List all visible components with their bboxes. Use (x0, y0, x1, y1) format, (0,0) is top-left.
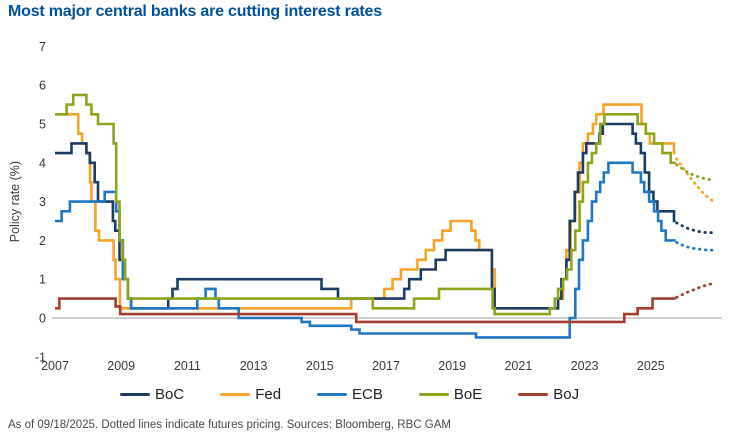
y-tick-label: 0 (39, 312, 46, 326)
page-title: Most major central banks are cutting int… (8, 3, 382, 20)
series-line-ecb (55, 161, 676, 339)
legend-swatch-boe (418, 392, 449, 397)
legend-item-boe: BoE (418, 386, 483, 403)
x-tick-label: 2013 (240, 359, 268, 373)
legend-label-boj: BoJ (553, 386, 580, 403)
series-line-boc (55, 122, 676, 310)
legend-swatch-boj (518, 392, 549, 397)
y-tick-label: 2 (39, 234, 46, 248)
legend-label-boc: BoC (155, 386, 185, 403)
legend-swatch-fed (220, 392, 251, 397)
legend-item-boc: BoC (120, 386, 184, 403)
legend-swatch-boc (120, 392, 150, 397)
series-futures-dotted-boj (675, 281, 716, 299)
x-tick-label: 2017 (372, 359, 400, 373)
series-line-fed (55, 103, 676, 310)
legend-item-fed: Fed (220, 386, 281, 403)
x-tick-label: 2015 (306, 359, 334, 373)
y-tick-label: -1 (35, 350, 46, 364)
legend-label-boe: BoE (453, 386, 483, 403)
series-futures-dotted-ecb (675, 240, 716, 252)
y-tick-label: 7 (39, 40, 46, 54)
legend-label-fed: Fed (255, 386, 282, 403)
y-tick-label: 4 (39, 156, 46, 170)
y-axis-label: Policy rate (%) (8, 161, 22, 242)
x-tick-label: 2023 (571, 359, 599, 373)
x-tick-label: 2007 (41, 359, 69, 373)
series-futures-dotted-boc (675, 221, 716, 235)
series-line-boe (55, 93, 676, 316)
y-tick-label: 5 (39, 118, 46, 132)
legend-swatch-ecb (317, 392, 348, 397)
x-tick-label: 2019 (438, 359, 466, 373)
legend-label-ecb: ECB (352, 386, 383, 403)
legend-item-ecb: ECB (317, 386, 383, 403)
x-tick-label: 2021 (504, 359, 532, 373)
chart-legend: BoC Fed ECB BoE BoJ (0, 386, 729, 403)
x-tick-label: 2009 (107, 359, 135, 373)
series-line-boj (55, 297, 676, 324)
series-futures-dotted-boe (675, 163, 716, 182)
y-tick-label: 3 (39, 195, 46, 209)
y-tick-label: 6 (39, 79, 46, 93)
legend-item-boj: BoJ (518, 386, 579, 403)
source-footnote: As of 09/18/2025. Dotted lines indicate … (8, 419, 451, 431)
policy-rate-chart: -1 0 1 2 3 4 5 6 7 2007 2009 2011 2013 2015 2017 2019 20… (8, 40, 722, 373)
x-tick-label: 2025 (637, 359, 665, 373)
x-tick-label: 2011 (174, 359, 201, 373)
y-tick-label: 1 (39, 273, 46, 287)
